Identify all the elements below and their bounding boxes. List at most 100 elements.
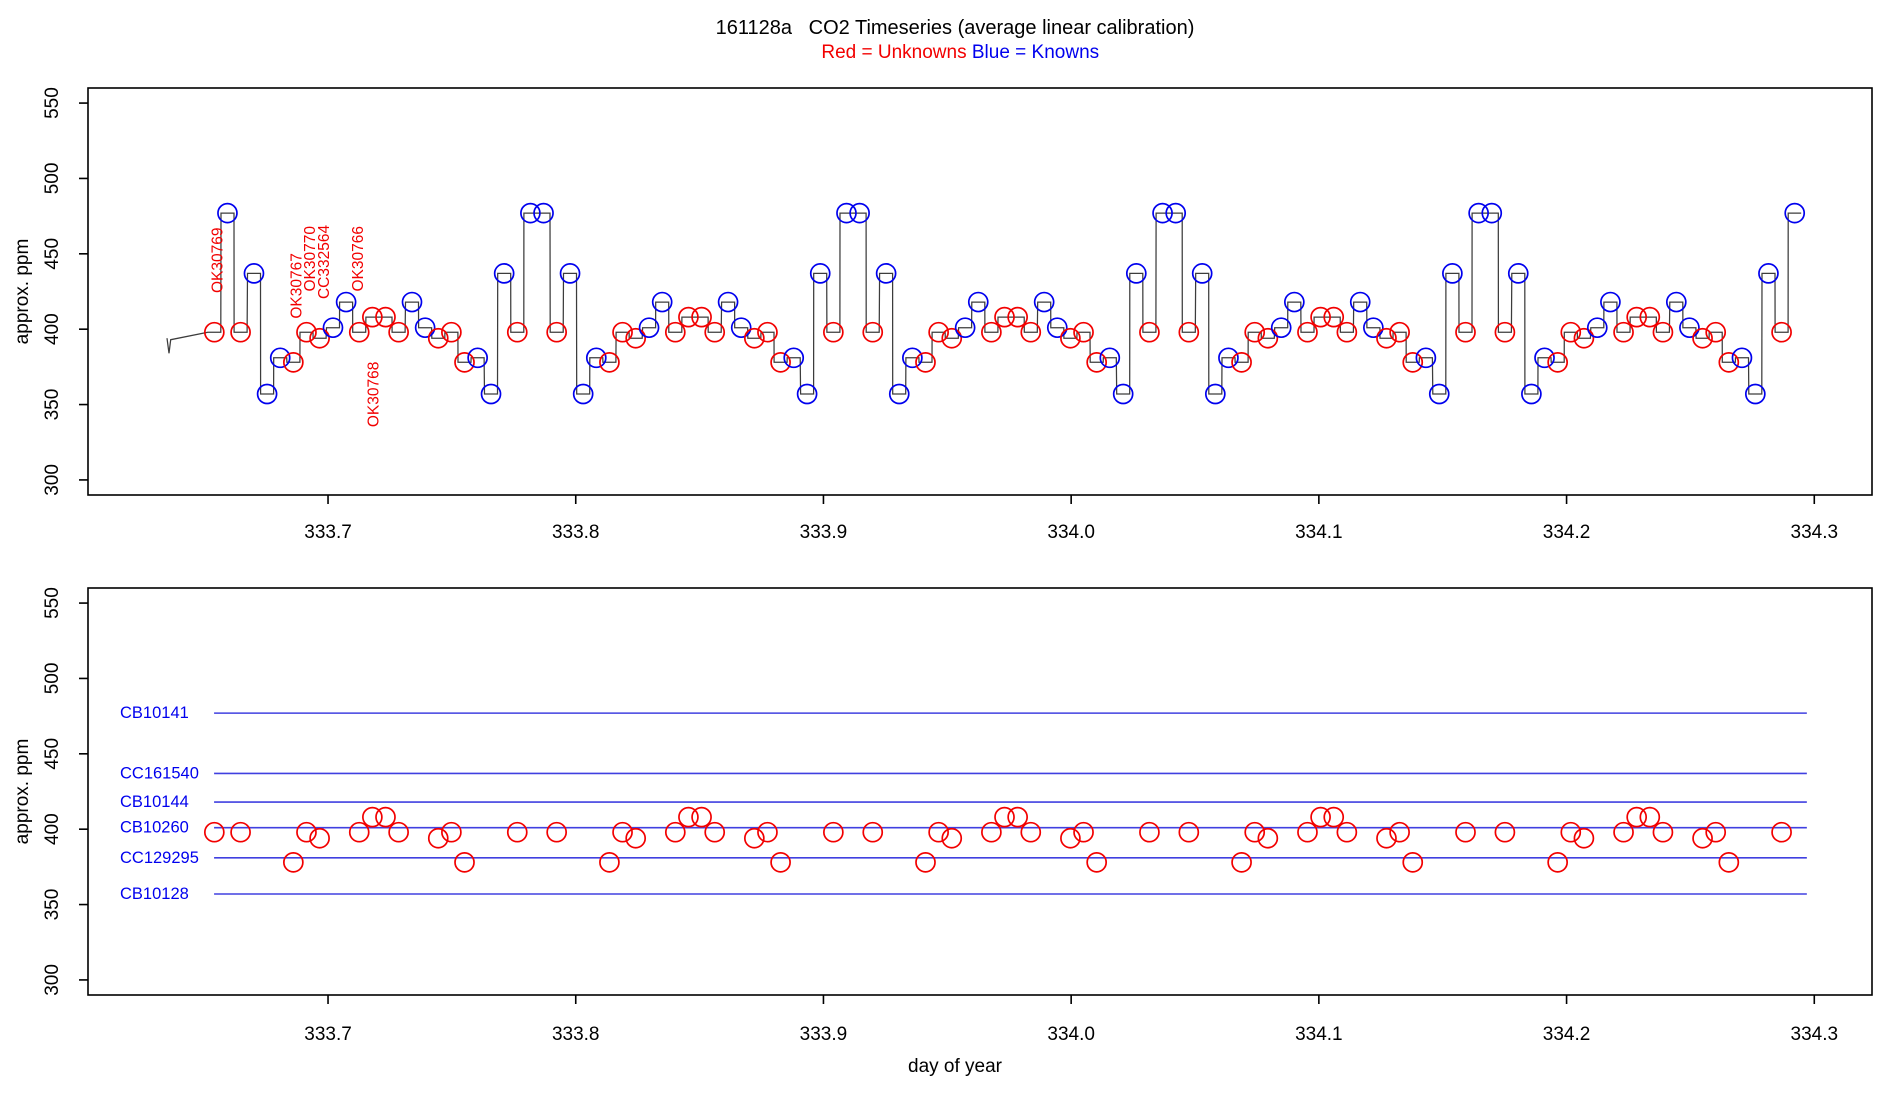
unknown-sample-point	[1389, 321, 1410, 343]
unknown-sample-point	[441, 321, 462, 343]
unknown-sample-point	[599, 351, 620, 373]
unknown-calibrated-point	[1573, 827, 1595, 849]
unknown-sample-point	[1455, 321, 1476, 343]
chart-generated-content: 333.7 333.8 333.9 334.0 334.1 334.2 334.3 300 35…	[12, 87, 1873, 1077]
unknown-calibrated-point	[678, 806, 699, 828]
unknown-sample-point	[1718, 351, 1740, 373]
unknown-calibrated-point	[454, 851, 475, 873]
unknown-sample-point	[1560, 321, 1582, 343]
known-sample-point	[1744, 383, 1766, 405]
legend-unknowns-label: Red = Unknowns	[821, 42, 966, 63]
known-sample-point	[796, 383, 818, 405]
unknown-sample-point	[743, 327, 765, 349]
known-sample-point	[902, 347, 923, 369]
unknown-sample-point	[823, 321, 844, 343]
known-sample-point	[717, 291, 739, 313]
unknown-sample-label: OK30770	[302, 226, 319, 292]
chart-title: 161128a CO2 Timeseries (average linear c…	[716, 17, 1195, 39]
unknown-sample-point	[203, 321, 225, 343]
unknown-calibrated-point	[1060, 827, 1081, 849]
known-sample-point	[401, 291, 423, 313]
unknown-calibrated-point	[612, 821, 633, 843]
unknown-calibrated-point	[1547, 851, 1569, 873]
known-sample-point	[480, 383, 502, 405]
unknown-sample-point	[1547, 351, 1569, 373]
unknown-sample-point	[1020, 321, 1042, 343]
unknown-calibrated-point	[862, 821, 884, 843]
x-tick-label: 333.7	[304, 1024, 352, 1045]
unknown-calibrated-point	[915, 851, 936, 873]
unknown-calibrated-point	[1073, 821, 1094, 843]
unknown-sample-point	[1297, 321, 1318, 343]
unknown-sample-point	[1178, 321, 1200, 343]
known-sample-point	[1428, 383, 1450, 405]
unknown-sample-point	[454, 351, 475, 373]
unknown-sample-point	[375, 306, 396, 328]
unknown-calibrated-point	[1244, 821, 1266, 843]
unknown-calibrated-point	[1705, 821, 1727, 843]
known-sample-point	[1600, 291, 1621, 313]
y-tick-label: 550	[42, 87, 63, 119]
unknown-calibrated-point	[203, 821, 225, 843]
known-sample-point	[849, 202, 870, 224]
known-sample-point	[217, 202, 238, 224]
unknown-calibrated-point	[1718, 851, 1740, 873]
y-tick-label: 500	[42, 163, 63, 195]
known-tank-label: CC129295	[120, 849, 199, 867]
unknown-calibrated-point	[1231, 851, 1252, 873]
unknown-sample-point	[1086, 351, 1108, 373]
unknown-calibrated-point	[1336, 821, 1358, 843]
unknown-sample-label: OK30768	[366, 362, 383, 428]
unknown-sample-point	[1060, 327, 1081, 349]
unknown-sample-point	[678, 306, 699, 328]
known-sample-point	[585, 347, 607, 369]
unknown-sample-point	[1705, 321, 1727, 343]
unknown-sample-point	[1494, 321, 1516, 343]
unknown-calibrated-point	[1376, 827, 1397, 849]
known-sample-point	[1099, 347, 1121, 369]
known-sample-point	[730, 317, 752, 339]
unknown-sample-point	[1310, 306, 1331, 328]
y-tick-label: 550	[42, 587, 63, 619]
known-sample-point	[1363, 317, 1384, 339]
known-sample-point	[954, 317, 976, 339]
y-tick-label: 400	[42, 813, 63, 845]
unknown-calibrated-point	[362, 806, 383, 828]
unknown-sample-point	[704, 321, 726, 343]
unknown-sample-point	[1073, 321, 1094, 343]
known-sample-point	[1218, 347, 1239, 369]
unknown-sample-point	[388, 321, 409, 343]
y-axis-title: approx. ppm	[12, 239, 33, 345]
x-tick-label: 333.8	[552, 522, 600, 543]
y-tick-label: 300	[42, 964, 63, 996]
y-tick-label: 400	[42, 313, 63, 345]
unknown-calibrated-point	[506, 821, 528, 843]
unknown-calibrated-point	[1178, 821, 1200, 843]
known-sample-point	[1521, 383, 1542, 405]
known-sample-point	[1586, 317, 1608, 339]
known-sample-point	[1534, 347, 1555, 369]
known-sample-point	[1665, 291, 1687, 313]
unknown-calibrated-point	[1139, 821, 1160, 843]
unknown-sample-point	[1692, 327, 1713, 349]
unknown-calibrated-point	[1323, 806, 1345, 828]
unknown-sample-point	[981, 321, 1002, 343]
x-tick-label: 333.8	[552, 1024, 600, 1045]
y-tick-label: 350	[42, 389, 63, 421]
known-sample-point	[836, 202, 857, 224]
unknown-calibrated-point	[981, 821, 1002, 843]
unknown-calibrated-point	[546, 821, 568, 843]
known-sample-point	[1046, 317, 1068, 339]
y-tick-label: 500	[42, 663, 63, 695]
unknown-calibrated-point	[994, 806, 1015, 828]
x-tick-label: 334.0	[1047, 1024, 1095, 1045]
known-sample-point	[1415, 347, 1437, 369]
unknown-calibrated-point	[1626, 806, 1648, 828]
known-sample-point	[1442, 263, 1463, 284]
x-tick-label: 334.3	[1791, 522, 1839, 543]
known-tank-label: CC161540	[120, 764, 199, 782]
known-tank-label: CB10144	[120, 793, 189, 811]
known-sample-point	[783, 347, 805, 369]
